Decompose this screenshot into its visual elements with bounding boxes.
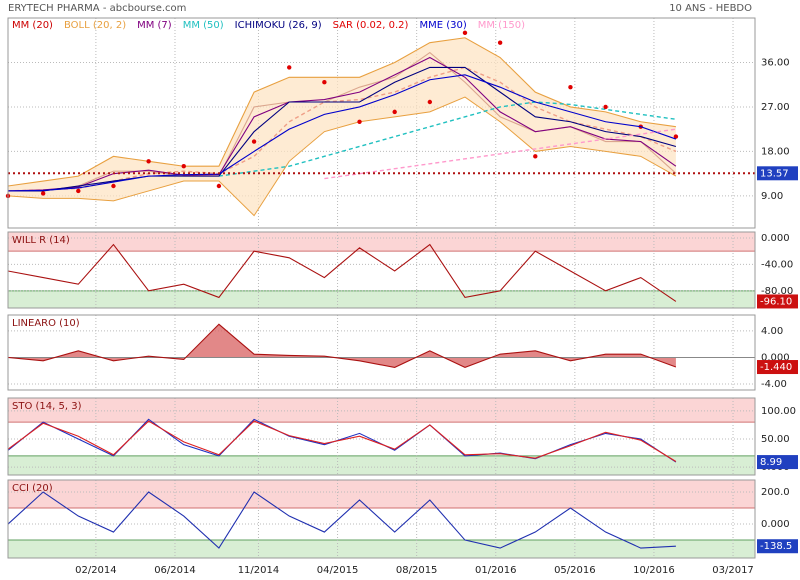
panel-frame bbox=[7, 314, 756, 391]
panel-frame bbox=[7, 479, 756, 559]
sar-dot bbox=[427, 99, 433, 105]
sar-dot bbox=[76, 188, 81, 194]
x-tick-label: 05/2016 bbox=[554, 565, 596, 576]
series-line bbox=[324, 128, 677, 180]
panel-frame bbox=[7, 17, 756, 229]
sar-dot bbox=[673, 134, 679, 139]
y-tick-label: 0.000 bbox=[761, 233, 790, 244]
y-tick-label: 0.000 bbox=[761, 352, 790, 363]
sar-dot bbox=[40, 191, 46, 196]
sar-dot bbox=[392, 109, 397, 115]
y-tick-label: 4.00 bbox=[761, 326, 783, 337]
series-line bbox=[7, 491, 676, 549]
legend-entry: BOLL (20, 2) bbox=[64, 20, 126, 31]
y-tick-label: -4.00 bbox=[761, 379, 787, 390]
panel-title: STO (14, 5, 3) bbox=[12, 401, 82, 412]
panel-frame bbox=[7, 397, 756, 476]
series-line bbox=[8, 66, 677, 192]
x-tick-label: 04/2015 bbox=[317, 565, 359, 576]
x-tick-label: 08/2015 bbox=[396, 565, 438, 576]
series-line bbox=[7, 243, 677, 302]
sar-dot bbox=[497, 40, 503, 45]
series-line bbox=[218, 101, 677, 177]
sar-dot bbox=[216, 183, 222, 189]
panel-frame bbox=[7, 231, 756, 309]
sar-dot bbox=[251, 139, 257, 144]
y-tick-label: 50.00 bbox=[761, 434, 790, 445]
panel-title: CCI (20) bbox=[12, 483, 53, 494]
series-line bbox=[7, 74, 677, 192]
value-box-label: -138.5 bbox=[760, 541, 792, 552]
sar-dot bbox=[568, 84, 573, 90]
legend-entry: MM (20) bbox=[12, 20, 53, 31]
sar-dot bbox=[111, 183, 116, 189]
y-tick-label: -80.00 bbox=[761, 286, 793, 297]
y-tick-label: 27.00 bbox=[761, 102, 790, 113]
value-box bbox=[757, 360, 798, 375]
panel-title: LINEARO (10) bbox=[12, 318, 80, 329]
panel-title: WILL R (14) bbox=[12, 235, 70, 246]
sar-dot bbox=[181, 164, 186, 169]
sar-dot bbox=[146, 159, 151, 164]
legend-entry: MM (150) bbox=[478, 20, 525, 31]
legend-entry: ICHIMOKU (26, 9) bbox=[235, 20, 322, 31]
legend-entry: MM (7) bbox=[137, 20, 172, 31]
page-title: ERYTECH PHARMA - abcbourse.com bbox=[8, 3, 186, 14]
sar-dot bbox=[287, 65, 292, 70]
value-box-label: -1.440 bbox=[760, 362, 792, 373]
oversold-zone bbox=[8, 455, 755, 475]
x-tick-label: 06/2014 bbox=[154, 565, 196, 576]
period: 10 ANS - HEBDO bbox=[669, 3, 752, 14]
oversold-zone bbox=[8, 540, 755, 558]
legend-entry: SAR (0.02, 0.2) bbox=[333, 20, 409, 31]
value-box bbox=[757, 539, 798, 554]
y-tick-label: 0.000 bbox=[761, 519, 790, 530]
x-tick-label: 11/2014 bbox=[238, 565, 280, 576]
bollinger-lower bbox=[7, 96, 677, 217]
value-box-label: 8.99 bbox=[760, 457, 782, 468]
legend-entry: MM (50) bbox=[183, 20, 224, 31]
sar-dot bbox=[322, 80, 327, 85]
oversold-zone bbox=[8, 290, 755, 308]
y-tick-label: 100.00 bbox=[761, 406, 796, 417]
overbought-zone bbox=[8, 398, 755, 423]
series-line bbox=[7, 323, 677, 369]
value-box-label: 13.57 bbox=[760, 168, 789, 179]
x-tick-label: 01/2016 bbox=[475, 565, 517, 576]
sar-dot bbox=[462, 30, 468, 36]
x-tick-label: 02/2014 bbox=[75, 565, 117, 576]
x-tick-label: 10/2016 bbox=[633, 565, 675, 576]
area bbox=[8, 324, 676, 368]
y-tick-label: 36.00 bbox=[761, 57, 790, 68]
sar-dot bbox=[603, 104, 608, 110]
y-tick-label: 200.0 bbox=[761, 487, 790, 498]
sar-dot bbox=[533, 154, 538, 159]
sar-dot bbox=[357, 119, 362, 124]
y-tick-label: -40.00 bbox=[761, 259, 793, 270]
overbought-zone bbox=[8, 480, 755, 509]
series-line bbox=[7, 37, 676, 187]
series-line bbox=[7, 420, 677, 462]
overbought-zone bbox=[8, 232, 755, 252]
value-box bbox=[757, 294, 798, 309]
y-tick-label: 18.00 bbox=[761, 146, 790, 157]
y-tick-label: 9.00 bbox=[761, 191, 783, 202]
value-box bbox=[757, 455, 798, 470]
value-box-label: -96.10 bbox=[760, 296, 792, 307]
value-box bbox=[757, 166, 798, 181]
x-tick-label: 03/2017 bbox=[712, 565, 754, 576]
legend-entry: MME (30) bbox=[419, 20, 466, 31]
